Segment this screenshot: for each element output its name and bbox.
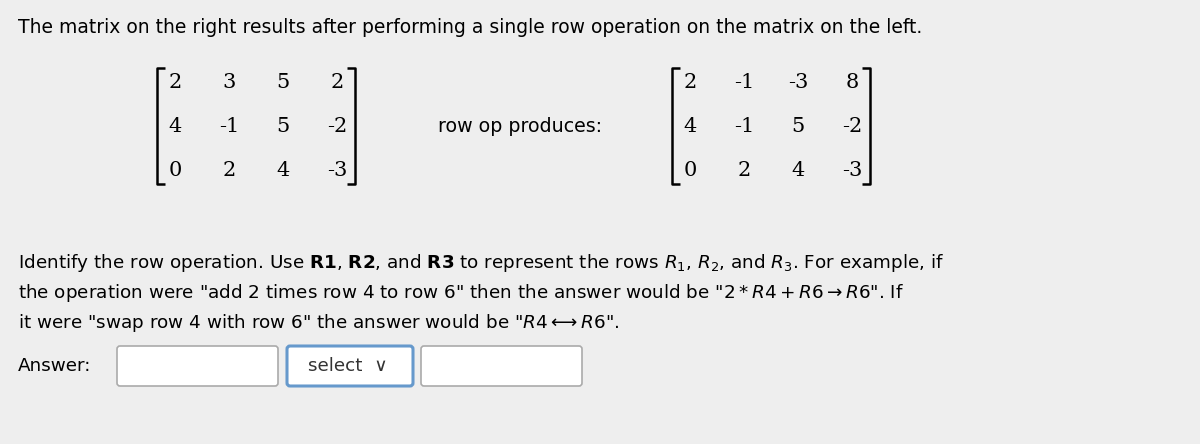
Text: 5: 5 [791,116,805,135]
FancyBboxPatch shape [118,346,278,386]
FancyBboxPatch shape [421,346,582,386]
Text: 5: 5 [276,72,289,91]
Text: the operation were "add 2 times row 4 to row 6" then the answer would be "$2 * R: the operation were "add 2 times row 4 to… [18,282,904,304]
Text: 2: 2 [330,72,343,91]
Text: -1: -1 [734,72,754,91]
Text: Answer:: Answer: [18,357,91,375]
Text: 3: 3 [222,72,235,91]
Text: 4: 4 [683,116,697,135]
Text: -3: -3 [788,72,808,91]
Text: 2: 2 [683,72,697,91]
Text: select  ∨: select ∨ [307,357,388,375]
Text: -1: -1 [734,116,754,135]
Text: Identify the row operation. Use $\mathbf{R1}$, $\mathbf{R2}$, and $\mathbf{R3}$ : Identify the row operation. Use $\mathbf… [18,252,944,274]
Text: -3: -3 [326,160,347,179]
Text: -2: -2 [842,116,862,135]
Text: 4: 4 [791,160,805,179]
Text: The matrix on the right results after performing a single row operation on the m: The matrix on the right results after pe… [18,18,923,37]
Text: it were "swap row 4 with row 6" the answer would be "$R4 \longleftrightarrow R6$: it were "swap row 4 with row 6" the answ… [18,312,619,334]
Text: 8: 8 [845,72,859,91]
Text: 2: 2 [737,160,751,179]
Text: 4: 4 [168,116,181,135]
Text: 2: 2 [222,160,235,179]
Text: 2: 2 [168,72,181,91]
FancyBboxPatch shape [287,346,413,386]
Text: row op produces:: row op produces: [438,116,602,135]
Text: -2: -2 [326,116,347,135]
Text: 4: 4 [276,160,289,179]
Text: -3: -3 [842,160,862,179]
Text: 5: 5 [276,116,289,135]
Text: -1: -1 [218,116,239,135]
Text: 0: 0 [168,160,181,179]
Text: 0: 0 [683,160,697,179]
